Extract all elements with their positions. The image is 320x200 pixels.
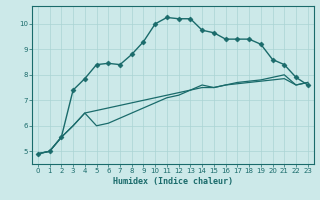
X-axis label: Humidex (Indice chaleur): Humidex (Indice chaleur) bbox=[113, 177, 233, 186]
